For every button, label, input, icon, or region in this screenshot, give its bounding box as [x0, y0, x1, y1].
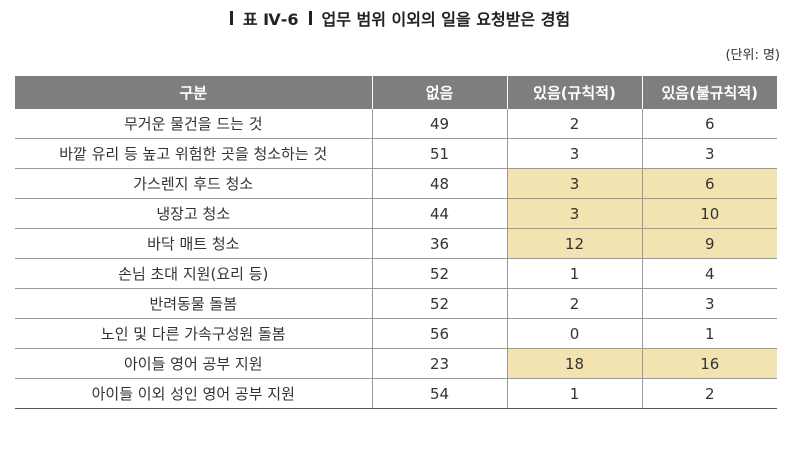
cell-regular: 18 — [506, 348, 642, 379]
row-label: 바닥 매트 청소 — [15, 228, 372, 259]
row-label: 바깥 유리 등 높고 위험한 곳을 청소하는 것 — [15, 138, 372, 169]
cell-none: 23 — [371, 348, 507, 379]
cell-regular: 3 — [506, 198, 642, 229]
cell-regular: 0 — [506, 318, 642, 349]
cell-irregular: 4 — [641, 258, 777, 289]
unit-label: (단위: 명) — [725, 48, 780, 63]
row-label: 손님 초대 지원(요리 등) — [15, 258, 372, 289]
cell-irregular: 3 — [641, 288, 777, 319]
table-number: 표 Ⅳ-6 — [242, 10, 299, 29]
header-irregular: 있음(불규칙적) — [641, 76, 777, 109]
table-row: 아이들 이외 성인 영어 공부 지원 54 1 2 — [15, 378, 777, 409]
cell-irregular: 16 — [641, 348, 777, 379]
cell-irregular: 1 — [641, 318, 777, 349]
cell-regular: 3 — [506, 138, 642, 169]
row-label: 아이들 이외 성인 영어 공부 지원 — [15, 378, 372, 409]
table-header: 구분 없음 있음(규칙적) 있음(불규칙적) — [15, 76, 777, 109]
title-bar-left — [229, 11, 233, 25]
cell-none: 52 — [371, 258, 507, 289]
cell-irregular: 10 — [641, 198, 777, 229]
table-row: 노인 및 다른 가속구성원 돌봄 56 0 1 — [15, 318, 777, 349]
header-row: 구분 없음 있음(규칙적) 있음(불규칙적) — [15, 76, 777, 109]
cell-none: 54 — [371, 378, 507, 409]
table-row: 아이들 영어 공부 지원 23 18 16 — [15, 348, 777, 379]
cell-regular: 2 — [506, 288, 642, 319]
cell-none: 52 — [371, 288, 507, 319]
cell-regular: 3 — [506, 168, 642, 199]
table-caption: 표 Ⅳ-6 업무 범위 이외의 일을 요청받은 경험 — [0, 6, 800, 30]
row-label: 노인 및 다른 가속구성원 돌봄 — [15, 318, 372, 349]
cell-none: 44 — [371, 198, 507, 229]
row-label: 무거운 물건을 드는 것 — [15, 109, 372, 139]
row-label: 냉장고 청소 — [15, 198, 372, 229]
row-label: 반려동물 돌봄 — [15, 288, 372, 319]
table-row: 냉장고 청소 44 3 10 — [15, 198, 777, 229]
table-row: 바깥 유리 등 높고 위험한 곳을 청소하는 것 51 3 3 — [15, 138, 777, 169]
cell-irregular: 9 — [641, 228, 777, 259]
table-row: 손님 초대 지원(요리 등) 52 1 4 — [15, 258, 777, 289]
table-row: 반려동물 돌봄 52 2 3 — [15, 288, 777, 319]
table-row: 가스렌지 후드 청소 48 3 6 — [15, 168, 777, 199]
table-row: 바닥 매트 청소 36 12 9 — [15, 228, 777, 259]
table-row: 무거운 물건을 드는 것 49 2 6 — [15, 109, 777, 139]
table-title-text: 업무 범위 이외의 일을 요청받은 경험 — [321, 10, 571, 29]
cell-regular: 1 — [506, 258, 642, 289]
table-title: 표 Ⅳ-6 업무 범위 이외의 일을 요청받은 경험 — [229, 6, 571, 30]
cell-none: 36 — [371, 228, 507, 259]
cell-regular: 2 — [506, 109, 642, 139]
row-label: 가스렌지 후드 청소 — [15, 168, 372, 199]
cell-regular: 1 — [506, 378, 642, 409]
cell-none: 56 — [371, 318, 507, 349]
cell-none: 49 — [371, 109, 507, 139]
header-none: 없음 — [371, 76, 507, 109]
cell-none: 48 — [371, 168, 507, 199]
cell-regular: 12 — [506, 228, 642, 259]
cell-irregular: 6 — [641, 109, 777, 139]
title-bar-right — [308, 11, 312, 25]
cell-none: 51 — [371, 138, 507, 169]
table-body: 무거운 물건을 드는 것 49 2 6 바깥 유리 등 높고 위험한 곳을 청소하는 것… — [15, 109, 777, 409]
header-category: 구분 — [15, 76, 372, 109]
cell-irregular: 3 — [641, 138, 777, 169]
data-table: 구분 없음 있음(규칙적) 있음(불규칙적) 무거운 물건을 드는 것 49 2 6 바… — [15, 76, 777, 409]
cell-irregular: 2 — [641, 378, 777, 409]
row-label: 아이들 영어 공부 지원 — [15, 348, 372, 379]
header-regular: 있음(규칙적) — [506, 76, 642, 109]
cell-irregular: 6 — [641, 168, 777, 199]
